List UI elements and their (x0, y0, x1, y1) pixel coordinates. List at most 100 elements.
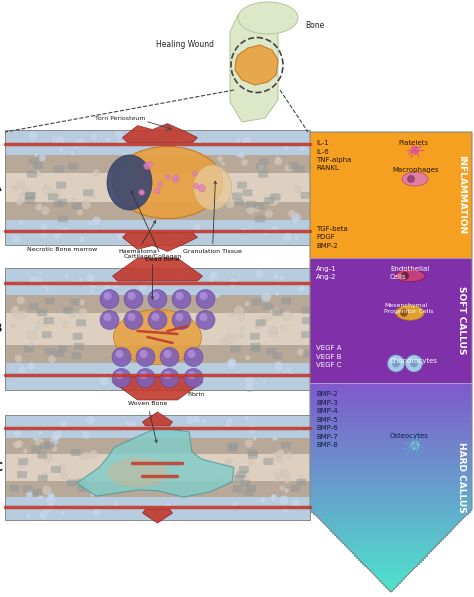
Polygon shape (350, 550, 432, 552)
Text: A: A (0, 181, 2, 194)
Circle shape (113, 501, 119, 508)
Polygon shape (310, 500, 472, 502)
FancyBboxPatch shape (250, 343, 260, 350)
Polygon shape (310, 433, 472, 436)
Circle shape (13, 429, 22, 438)
Circle shape (287, 371, 294, 378)
Circle shape (101, 372, 108, 378)
Text: Bone: Bone (305, 21, 324, 30)
Polygon shape (356, 556, 426, 559)
Circle shape (278, 450, 284, 456)
Polygon shape (310, 432, 472, 433)
Circle shape (249, 225, 253, 229)
FancyBboxPatch shape (252, 298, 262, 305)
Ellipse shape (108, 457, 167, 488)
Circle shape (26, 513, 32, 519)
Polygon shape (310, 509, 472, 510)
Circle shape (60, 510, 65, 516)
Circle shape (158, 181, 163, 187)
FancyBboxPatch shape (243, 189, 253, 196)
FancyBboxPatch shape (246, 201, 256, 208)
Circle shape (55, 433, 60, 439)
FancyBboxPatch shape (53, 201, 63, 208)
Polygon shape (310, 504, 472, 506)
FancyBboxPatch shape (54, 350, 64, 357)
Text: INFLAMMATION: INFLAMMATION (457, 155, 466, 235)
Polygon shape (310, 402, 472, 404)
Polygon shape (310, 394, 472, 396)
Circle shape (231, 473, 237, 481)
Ellipse shape (107, 155, 152, 210)
Polygon shape (381, 581, 401, 584)
Circle shape (148, 290, 167, 309)
Circle shape (228, 358, 237, 367)
Circle shape (117, 140, 125, 147)
Polygon shape (318, 517, 465, 519)
Ellipse shape (193, 165, 231, 210)
Circle shape (138, 189, 145, 195)
Circle shape (291, 213, 301, 222)
FancyBboxPatch shape (68, 163, 78, 170)
FancyBboxPatch shape (234, 475, 244, 482)
Circle shape (270, 309, 274, 314)
FancyBboxPatch shape (72, 352, 82, 359)
Polygon shape (342, 542, 440, 544)
Text: Chondrocytes: Chondrocytes (390, 358, 438, 364)
FancyBboxPatch shape (255, 216, 265, 222)
Circle shape (283, 506, 289, 513)
Circle shape (188, 371, 195, 379)
Circle shape (49, 494, 54, 499)
Circle shape (281, 325, 286, 331)
Polygon shape (310, 492, 472, 494)
FancyBboxPatch shape (256, 163, 266, 170)
FancyBboxPatch shape (289, 162, 299, 170)
FancyBboxPatch shape (248, 452, 258, 458)
Polygon shape (310, 408, 472, 411)
Circle shape (226, 199, 235, 208)
Circle shape (172, 175, 179, 182)
FancyBboxPatch shape (250, 333, 260, 340)
Circle shape (273, 436, 277, 441)
Circle shape (77, 210, 83, 216)
Circle shape (86, 476, 92, 483)
Circle shape (139, 350, 147, 358)
Circle shape (72, 199, 76, 203)
Circle shape (411, 146, 419, 153)
FancyBboxPatch shape (239, 466, 249, 473)
Polygon shape (310, 454, 472, 457)
Polygon shape (310, 400, 472, 402)
Polygon shape (310, 386, 472, 387)
FancyBboxPatch shape (228, 442, 238, 450)
Circle shape (91, 190, 95, 195)
Circle shape (160, 347, 179, 367)
Circle shape (235, 138, 241, 144)
Circle shape (298, 285, 305, 292)
Circle shape (254, 322, 261, 328)
Circle shape (59, 420, 68, 429)
Circle shape (128, 421, 137, 432)
Polygon shape (326, 525, 456, 527)
Circle shape (92, 507, 101, 516)
Circle shape (269, 198, 278, 206)
Polygon shape (310, 473, 472, 475)
Circle shape (274, 157, 282, 165)
FancyBboxPatch shape (33, 489, 43, 496)
Polygon shape (310, 488, 472, 490)
Circle shape (248, 424, 257, 433)
Circle shape (128, 313, 136, 321)
Text: HARD CALLUS: HARD CALLUS (457, 442, 466, 513)
Circle shape (234, 306, 244, 315)
FancyBboxPatch shape (301, 192, 311, 199)
FancyBboxPatch shape (31, 445, 41, 452)
Polygon shape (334, 534, 448, 536)
Circle shape (103, 313, 111, 321)
Polygon shape (310, 453, 472, 454)
Circle shape (245, 382, 255, 392)
Circle shape (79, 236, 85, 242)
Polygon shape (310, 427, 472, 429)
Circle shape (219, 478, 227, 485)
FancyBboxPatch shape (5, 363, 310, 390)
Circle shape (200, 292, 208, 300)
Circle shape (273, 199, 279, 205)
Circle shape (209, 276, 214, 282)
